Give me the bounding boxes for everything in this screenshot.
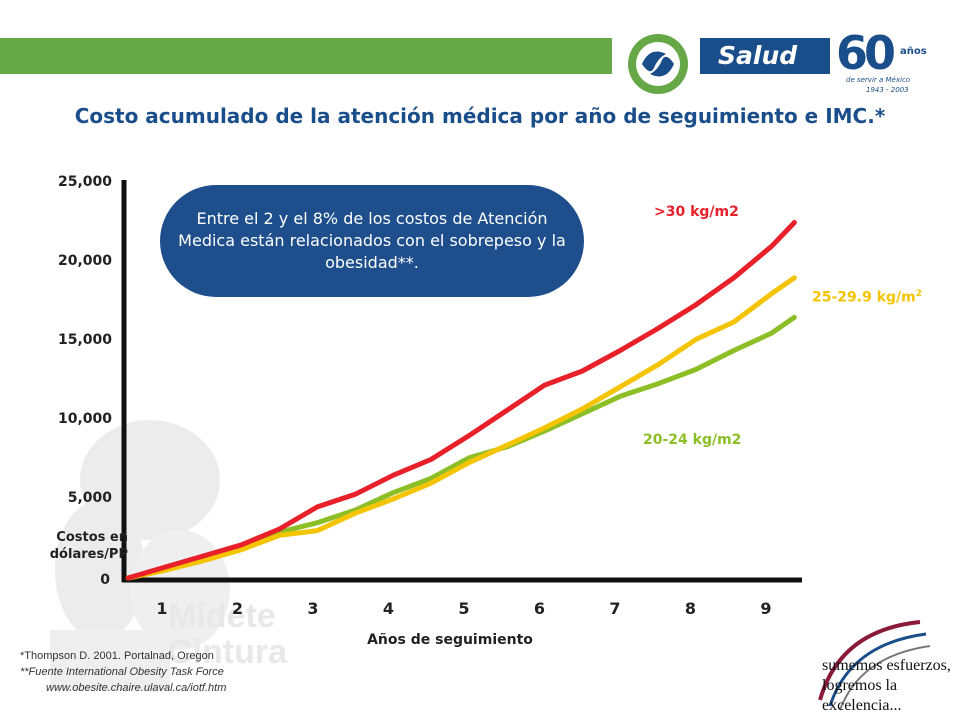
- x-tick-label: 8: [685, 599, 696, 618]
- tagline: de servir a México: [846, 76, 911, 84]
- chart-axes: [121, 180, 802, 583]
- series-label-green-text: 20-24 kg/m2: [643, 432, 742, 448]
- x-tick-label: 7: [609, 599, 620, 618]
- y-tick-label: 25,000: [57, 174, 112, 190]
- x-axis-label: Años de seguimiento: [367, 632, 533, 648]
- series-label-yellow: 25-29.9 kg/m2: [812, 289, 922, 306]
- x-tick-label: 4: [383, 599, 394, 618]
- years-range: 1943 - 2003: [866, 86, 909, 94]
- series-line-0: [125, 220, 797, 581]
- anniversary-word: años: [900, 46, 927, 57]
- chart-title: Costo acumulado de la atención médica po…: [74, 104, 886, 128]
- x-tick-label: 3: [307, 599, 318, 618]
- watermark-figure-icon: [50, 420, 230, 690]
- y-tick-label: 0: [100, 572, 110, 588]
- callout-bubble: Entre el 2 y el 8% de los costos de Aten…: [160, 185, 584, 297]
- x-tick-label: 2: [232, 599, 243, 618]
- slogan-line-1: sumemos esfuerzos,: [822, 657, 951, 674]
- y-tick-label: 5,000: [67, 490, 112, 506]
- brand-name: Salud: [700, 38, 830, 74]
- x-tick-labels: 1 2 3 4 5 6 7 8 9: [156, 599, 771, 618]
- series-label-green: 20-24 kg/m2: [643, 432, 741, 448]
- salud-logo-icon: [628, 34, 688, 94]
- slogan-line-2: logremos la excelencia...: [822, 677, 902, 714]
- y-axis-label: Costos en dólares/PP: [49, 530, 128, 562]
- series-label-yellow-superscript: 2: [915, 289, 923, 299]
- x-tick-label: 6: [534, 599, 545, 618]
- series-line-1: [125, 275, 797, 581]
- series-label-red-text: >30 kg/m2: [654, 204, 739, 220]
- y-tick-label: 10,000: [57, 411, 112, 427]
- y-tick-label: 20,000: [57, 253, 112, 269]
- x-tick-label: 1: [156, 599, 167, 618]
- series-label-yellow-text: 25-29.9 kg/m: [812, 289, 916, 306]
- anniversary-number: 60: [836, 26, 896, 80]
- y-tick-label: 15,000: [57, 332, 112, 348]
- x-tick-label: 9: [760, 599, 771, 618]
- callout-text: Entre el 2 y el 8% de los costos de Aten…: [178, 209, 566, 272]
- watermark-line-1: Mídete: [168, 597, 276, 635]
- slogan: sumemos esfuerzos, logremos la excelenci…: [822, 656, 960, 716]
- footnote-1: *Thompson D. 2001. Portalnad, Oregon: [20, 650, 214, 662]
- footnote-2: **Fuente International Obesity Task Forc…: [20, 666, 224, 678]
- chart-lines: [125, 220, 797, 581]
- slogan-swoosh-icon: [818, 620, 931, 711]
- series-label-red: >30 kg/m2: [654, 204, 739, 220]
- watermark-line-2: Cintura: [168, 633, 287, 671]
- watermark-text: Mídete Cintura: [168, 598, 287, 670]
- footnote-3: www.obesite.chaire.ulaval.ca/iotf.htm: [46, 682, 227, 694]
- x-tick-label: 5: [458, 599, 469, 618]
